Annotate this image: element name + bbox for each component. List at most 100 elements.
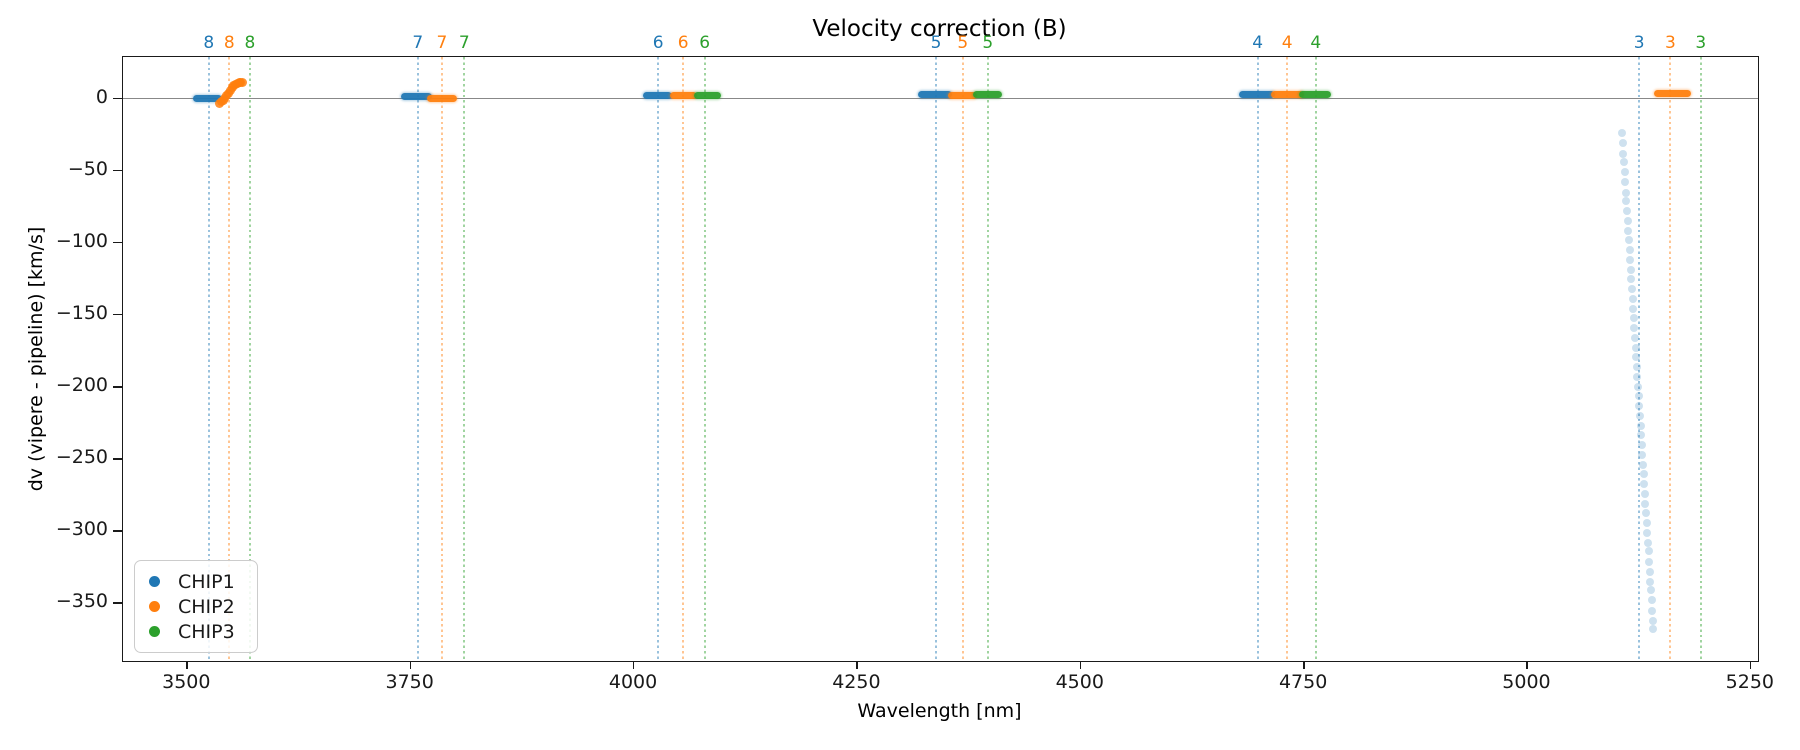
x-tick	[1303, 661, 1305, 669]
x-tick-label: 5250	[1725, 671, 1775, 693]
y-tick	[113, 530, 122, 532]
outlier-point	[1640, 489, 1649, 498]
order-boundary-line	[207, 57, 210, 661]
outlier-point	[1639, 469, 1648, 478]
order-boundary-line	[935, 57, 938, 661]
y-tick-label: −350	[55, 590, 108, 613]
data-cluster	[642, 92, 672, 100]
outlier-point	[1632, 352, 1641, 361]
y-tick-label: −200	[55, 374, 108, 397]
y-tick	[113, 241, 122, 244]
y-tick-label: −100	[55, 229, 108, 252]
outlier-point	[1643, 538, 1652, 547]
outlier-point	[1648, 616, 1657, 625]
x-tick	[1079, 661, 1082, 669]
order-number-label: 3	[1633, 33, 1645, 53]
outlier-point	[1624, 236, 1633, 245]
order-boundary-line	[657, 57, 660, 661]
order-boundary-line	[1669, 57, 1672, 661]
outlier-point	[1618, 139, 1627, 148]
legend-item: CHIP3	[135, 619, 257, 644]
outlier-point	[1649, 625, 1658, 634]
y-tick	[113, 386, 122, 388]
y-tick-label: −250	[55, 446, 108, 469]
outlier-point	[1648, 606, 1657, 615]
outlier-point	[1643, 528, 1652, 537]
data-cluster	[917, 90, 953, 98]
order-number-label: 6	[699, 33, 711, 53]
outlier-point	[1636, 422, 1645, 431]
outlier-point	[1620, 158, 1629, 167]
outlier-point	[1621, 188, 1630, 197]
outlier-point	[1634, 383, 1643, 392]
order-number-label: 8	[244, 33, 256, 53]
order-number-label: 6	[652, 33, 664, 53]
order-number-label: 5	[957, 33, 969, 53]
legend-item: CHIP1	[135, 569, 257, 594]
outlier-point	[1626, 266, 1635, 275]
order-boundary-line	[248, 57, 251, 661]
legend-item: CHIP2	[135, 594, 257, 619]
outlier-point	[1631, 334, 1640, 343]
x-tick	[633, 661, 635, 669]
chart-title: Velocity correction (B)	[812, 16, 1067, 42]
order-boundary-line	[228, 57, 231, 661]
order-boundary-line	[703, 57, 706, 661]
y-tick	[113, 314, 122, 316]
zero-line	[123, 98, 1758, 100]
data-point	[238, 78, 248, 88]
order-number-label: 4	[1310, 33, 1322, 53]
y-tick-label: −300	[55, 518, 108, 541]
order-boundary-line	[986, 57, 989, 661]
order-number-label: 5	[982, 33, 994, 53]
outlier-point	[1637, 440, 1646, 449]
data-cluster	[1270, 90, 1304, 98]
y-tick-label: −150	[55, 302, 108, 325]
x-tick	[1526, 661, 1528, 669]
order-number-label: 7	[458, 33, 470, 53]
data-cluster	[193, 94, 223, 102]
order-boundary-line	[416, 57, 419, 661]
outlier-point	[1635, 411, 1644, 420]
x-tick-label: 3750	[385, 671, 434, 693]
y-axis-label: dv (vipere - pipeline) [km/s]	[25, 226, 47, 492]
x-tick	[186, 661, 188, 669]
outlier-point	[1620, 168, 1629, 177]
order-boundary-line	[961, 57, 964, 661]
outlier-point	[1630, 324, 1639, 332]
legend-label: CHIP1	[178, 570, 235, 593]
order-boundary-line	[1286, 57, 1289, 661]
outlier-point	[1622, 197, 1631, 206]
data-cluster	[948, 91, 977, 99]
outlier-point	[1629, 305, 1638, 314]
outlier-point	[1623, 207, 1632, 216]
data-cluster	[694, 92, 722, 100]
outlier-point	[1645, 557, 1654, 566]
outlier-point	[1646, 577, 1655, 586]
outlier-point	[1641, 499, 1650, 508]
chip3-marker-icon	[149, 626, 160, 637]
order-boundary-line	[1638, 57, 1641, 661]
y-tick	[113, 602, 122, 604]
x-tick	[409, 661, 412, 669]
order-boundary-line	[463, 57, 466, 661]
outlier-point	[1626, 256, 1635, 265]
legend: CHIP1 CHIP2 CHIP3	[134, 560, 258, 653]
outlier-point	[1629, 313, 1638, 322]
x-tick-label: 4500	[1055, 671, 1104, 693]
order-number-label: 8	[223, 33, 235, 53]
outlier-point	[1627, 274, 1636, 283]
outlier-point	[1621, 178, 1630, 187]
outlier-point	[1642, 508, 1651, 517]
x-tick-label: 4000	[608, 671, 658, 693]
outlier-point	[1642, 518, 1651, 527]
data-cluster	[1239, 90, 1275, 98]
chip2-marker-icon	[149, 601, 160, 612]
order-boundary-line	[682, 57, 685, 661]
order-number-label: 8	[203, 33, 215, 53]
outlier-point	[1623, 217, 1632, 226]
outlier-point	[1625, 246, 1634, 255]
data-cluster	[427, 94, 458, 102]
order-number-label: 4	[1252, 33, 1264, 53]
